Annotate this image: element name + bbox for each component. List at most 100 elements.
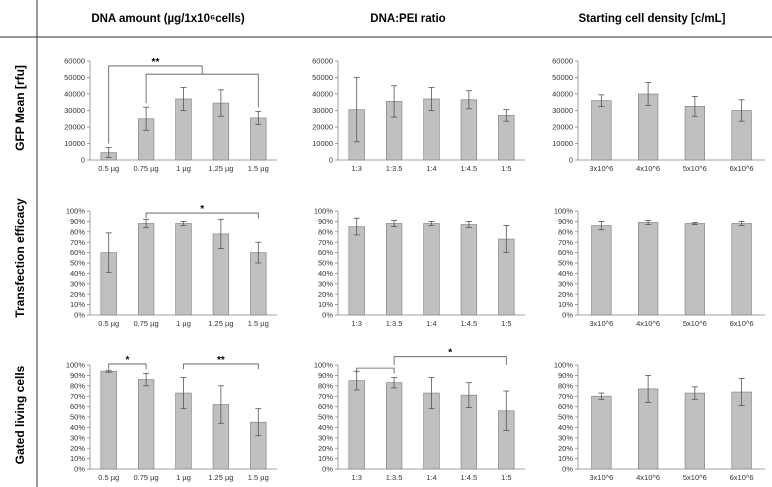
bar xyxy=(100,370,117,470)
y-tick-label: 100% xyxy=(314,207,334,216)
y-tick-label: 20000 xyxy=(312,123,333,132)
category-label: 6x10^6 xyxy=(730,164,754,173)
y-tick-label: 100% xyxy=(554,207,574,216)
y-tick-label: 20% xyxy=(558,290,573,299)
col-header-dna-pei-ratio: DNA:PEI ratio xyxy=(370,13,445,25)
panel-living-dna: 0% 10%20% 30%40%50% 60%70% 80%90%100% 0.5 µg 0… xyxy=(66,355,277,482)
category-label: 1:4 xyxy=(426,473,436,482)
category-label: 1:4 xyxy=(426,319,436,328)
category-label: 0.75 µg xyxy=(134,319,159,328)
y-tick-label: 60000 xyxy=(312,57,333,66)
category-label: 1.5 µg xyxy=(248,319,269,328)
y-tick-label: 70% xyxy=(318,238,333,247)
y-tick-label: 40% xyxy=(558,423,573,432)
y-tick-label: 10% xyxy=(70,454,85,463)
y-tick-label: 90% xyxy=(558,217,573,226)
y-tick-label: 40000 xyxy=(552,90,573,99)
y-tick-label: 60% xyxy=(70,248,85,257)
col-header-cell-density: Starting cell density [c/mL] xyxy=(579,13,726,25)
category-label: 1:3 xyxy=(351,319,361,328)
category-label: 4x10^6 xyxy=(636,473,660,482)
category-label: 3x10^6 xyxy=(589,319,613,328)
y-tick-label: 60000 xyxy=(552,57,573,66)
panel-living-ratio: 0% 10%20% 30%40%50% 60%70% 80%90%100% 1:3 1:3.… xyxy=(314,348,525,482)
category-label: 1.25 µg xyxy=(208,164,233,173)
panel-efficacy-ratio: 0% 10%20% 30%40%50% 60%70% 80%90%100% 1:3 1:3.… xyxy=(314,207,525,328)
y-tick-label: 60% xyxy=(558,402,573,411)
panel-efficacy-density: 0% 10%20% 30%40%50% 60%70% 80%90%100% 3x10^6 4… xyxy=(554,207,765,328)
y-tick-label: 80% xyxy=(318,381,333,390)
y-tick-label: 50% xyxy=(318,413,333,422)
category-label: 1.25 µg xyxy=(208,319,233,328)
y-tick-label: 30% xyxy=(318,433,333,442)
panel-living-density: 0% 10%20% 30%40%50% 60%70% 80%90%100% 3x10^6 4… xyxy=(554,361,765,482)
y-tick-label: 50% xyxy=(558,413,573,422)
y-tick-label: 70% xyxy=(70,392,85,401)
panel-gfp-density: 0 10000 20000 30000 40000 50000 60000 3x10^6 4x1… xyxy=(552,57,765,173)
y-tick-label: 70% xyxy=(318,392,333,401)
y-tick-label: 30000 xyxy=(552,106,573,115)
panel-efficacy-dna: 0% 10%20% 30%40%50% 60%70% 80%90%100% 0.5 µg 0… xyxy=(66,204,277,328)
y-tick-label: 0 xyxy=(81,156,85,165)
y-tick-label: 20% xyxy=(70,290,85,299)
significance-bracket xyxy=(145,73,259,108)
category-label: 1:4.5 xyxy=(461,319,478,328)
category-label: 1:3 xyxy=(351,473,361,482)
row-label-transfection-efficacy: Transfection efficacy xyxy=(13,198,27,318)
y-tick-label: 80% xyxy=(70,227,85,236)
y-tick-label: 0% xyxy=(322,465,333,474)
significance-label: * xyxy=(125,355,129,366)
y-tick-label: 20% xyxy=(318,290,333,299)
y-tick-label: 40% xyxy=(70,269,85,278)
significance-label: * xyxy=(448,348,452,359)
category-label: 1:4 xyxy=(426,164,436,173)
y-tick-label: 80% xyxy=(558,227,573,236)
y-tick-label: 0 xyxy=(329,156,333,165)
category-label: 1:3.5 xyxy=(386,319,403,328)
bar xyxy=(348,380,365,470)
bar xyxy=(460,224,478,316)
y-tick-label: 40% xyxy=(318,423,333,432)
bar xyxy=(175,223,192,316)
y-tick-label: 30% xyxy=(70,433,85,442)
y-tick-label: 10% xyxy=(318,454,333,463)
y-tick-label: 10% xyxy=(558,300,573,309)
y-tick-label: 70% xyxy=(558,392,573,401)
y-tick-label: 40% xyxy=(70,423,85,432)
y-tick-label: 20% xyxy=(318,444,333,453)
y-tick-label: 10000 xyxy=(64,139,85,148)
y-tick-label: 100% xyxy=(66,207,86,216)
y-tick-label: 90% xyxy=(558,371,573,380)
category-label: 0.75 µg xyxy=(134,473,159,482)
y-tick-label: 40% xyxy=(318,269,333,278)
category-label: 1.5 µg xyxy=(248,473,269,482)
y-tick-label: 100% xyxy=(314,361,334,370)
y-tick-label: 50000 xyxy=(64,73,85,82)
bar xyxy=(423,223,440,316)
y-tick-label: 30% xyxy=(318,279,333,288)
category-label: 1:3 xyxy=(351,164,361,173)
category-label: 1.25 µg xyxy=(208,473,233,482)
significance-label: ** xyxy=(217,355,225,366)
y-tick-label: 20% xyxy=(558,444,573,453)
category-label: 0.5 µg xyxy=(98,164,119,173)
y-tick-label: 0% xyxy=(562,311,573,320)
y-tick-label: 20% xyxy=(70,444,85,453)
category-label: 1:5 xyxy=(501,473,511,482)
bar xyxy=(137,223,155,316)
y-tick-label: 10% xyxy=(318,300,333,309)
y-tick-label: 80% xyxy=(558,381,573,390)
bar xyxy=(591,395,612,470)
category-label: 1:5 xyxy=(501,164,511,173)
y-tick-label: 30000 xyxy=(64,106,85,115)
bar xyxy=(385,382,403,470)
y-tick-label: 30000 xyxy=(312,106,333,115)
bar xyxy=(684,392,705,470)
bar xyxy=(638,222,659,316)
y-tick-label: 10% xyxy=(70,300,85,309)
y-tick-label: 30% xyxy=(70,279,85,288)
bar xyxy=(385,223,403,316)
category-label: 1 µg xyxy=(176,319,191,328)
category-label: 0.5 µg xyxy=(98,473,119,482)
y-tick-label: 70% xyxy=(70,238,85,247)
